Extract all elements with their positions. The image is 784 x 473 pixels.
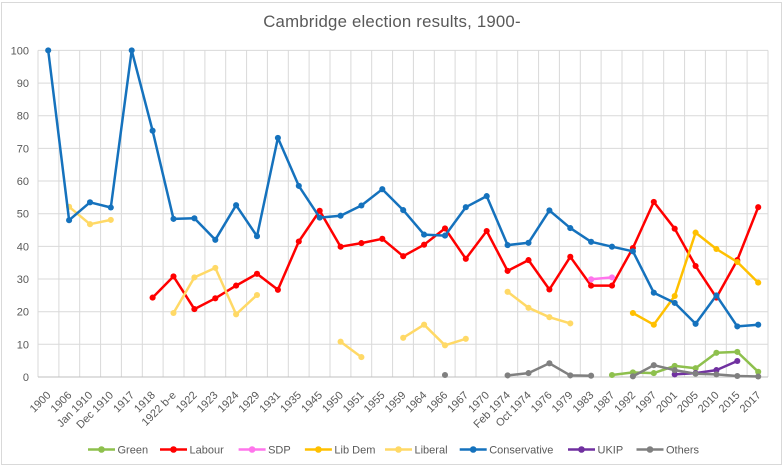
svg-text:Cambridge election results, 19: Cambridge election results, 1900- [263,12,521,31]
svg-text:SDP: SDP [268,445,291,457]
svg-text:90: 90 [17,78,29,90]
svg-text:Lib Dem: Lib Dem [334,445,375,457]
svg-text:UKIP: UKIP [598,445,624,457]
svg-text:70: 70 [17,143,29,155]
svg-text:Labour: Labour [190,445,225,457]
svg-text:Green: Green [118,445,149,457]
svg-text:100: 100 [11,45,29,57]
svg-text:50: 50 [17,209,29,221]
svg-text:60: 60 [17,176,29,188]
svg-text:10: 10 [17,339,29,351]
svg-text:0: 0 [23,372,29,384]
svg-text:20: 20 [17,307,29,319]
svg-text:Conservative: Conservative [489,445,553,457]
svg-text:Others: Others [666,445,700,457]
svg-text:40: 40 [17,241,29,253]
svg-text:Liberal: Liberal [415,445,448,457]
svg-text:30: 30 [17,274,29,286]
svg-text:80: 80 [17,111,29,123]
